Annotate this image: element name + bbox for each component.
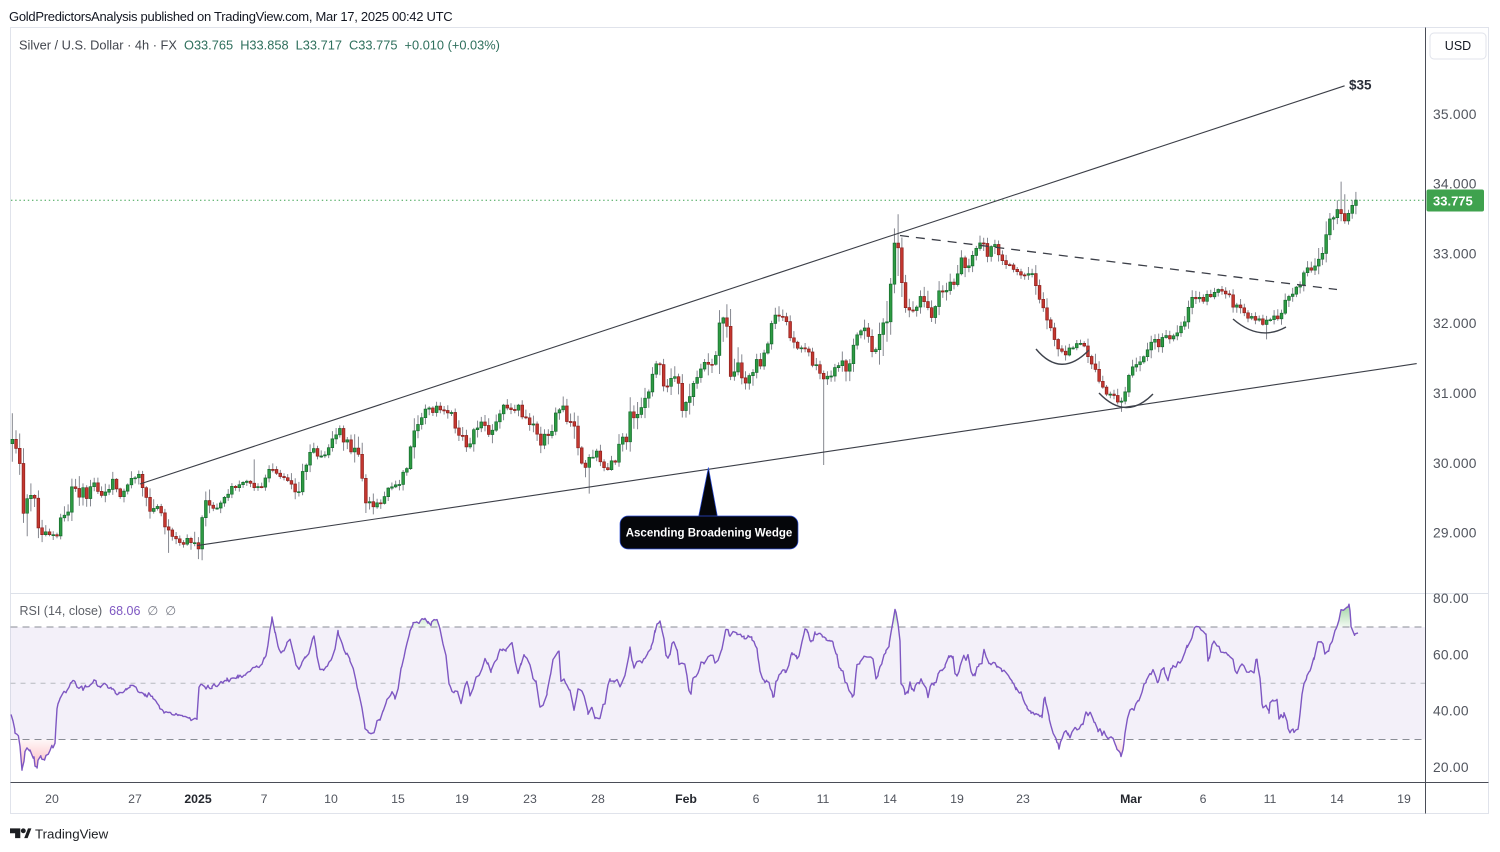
svg-text:14: 14 xyxy=(883,792,897,806)
svg-text:33.000: 33.000 xyxy=(1433,246,1477,261)
svg-text:Silver / U.S. Dollar · 4h · FX: Silver / U.S. Dollar · 4h · FX O33.765 H… xyxy=(19,38,500,53)
svg-text:15: 15 xyxy=(391,792,405,806)
svg-text:Mar: Mar xyxy=(1120,792,1142,806)
svg-text:7: 7 xyxy=(261,792,268,806)
svg-text:6: 6 xyxy=(1200,792,1207,806)
svg-text:23: 23 xyxy=(523,792,537,806)
svg-text:40.00: 40.00 xyxy=(1433,704,1469,719)
svg-text:34.000: 34.000 xyxy=(1433,177,1477,192)
svg-text:32.000: 32.000 xyxy=(1433,316,1477,331)
svg-text:35.000: 35.000 xyxy=(1433,107,1477,122)
svg-text:RSI (14, close) 68.06 ∅ ∅: RSI (14, close) 68.06 ∅ ∅ xyxy=(20,604,177,618)
svg-text:27: 27 xyxy=(128,792,142,806)
svg-text:$35: $35 xyxy=(1349,78,1372,93)
svg-text:20: 20 xyxy=(45,792,59,806)
svg-text:30.000: 30.000 xyxy=(1433,456,1477,471)
svg-text:60.00: 60.00 xyxy=(1433,647,1469,662)
svg-text:Feb: Feb xyxy=(675,792,697,806)
svg-text:28: 28 xyxy=(591,792,605,806)
svg-text:11: 11 xyxy=(1264,792,1277,806)
svg-text:2025: 2025 xyxy=(184,792,212,806)
svg-text:10: 10 xyxy=(324,792,338,806)
svg-text:31.000: 31.000 xyxy=(1433,386,1477,401)
svg-text:80.00: 80.00 xyxy=(1433,591,1469,606)
svg-text:23: 23 xyxy=(1016,792,1030,806)
svg-text:19: 19 xyxy=(1397,792,1411,806)
svg-text:USD: USD xyxy=(1445,39,1471,53)
svg-text:Ascending Broadening Wedge: Ascending Broadening Wedge xyxy=(626,528,793,540)
svg-text:GoldPredictorsAnalysis publish: GoldPredictorsAnalysis published on Trad… xyxy=(9,9,452,24)
svg-text:TradingView: TradingView xyxy=(35,827,109,842)
svg-text:11: 11 xyxy=(817,792,830,806)
svg-text:19: 19 xyxy=(950,792,964,806)
svg-text:33.775: 33.775 xyxy=(1433,194,1473,209)
svg-text:6: 6 xyxy=(753,792,760,806)
svg-text:14: 14 xyxy=(1330,792,1344,806)
svg-text:29.000: 29.000 xyxy=(1433,526,1477,541)
svg-text:20.00: 20.00 xyxy=(1433,760,1469,775)
svg-text:19: 19 xyxy=(455,792,469,806)
